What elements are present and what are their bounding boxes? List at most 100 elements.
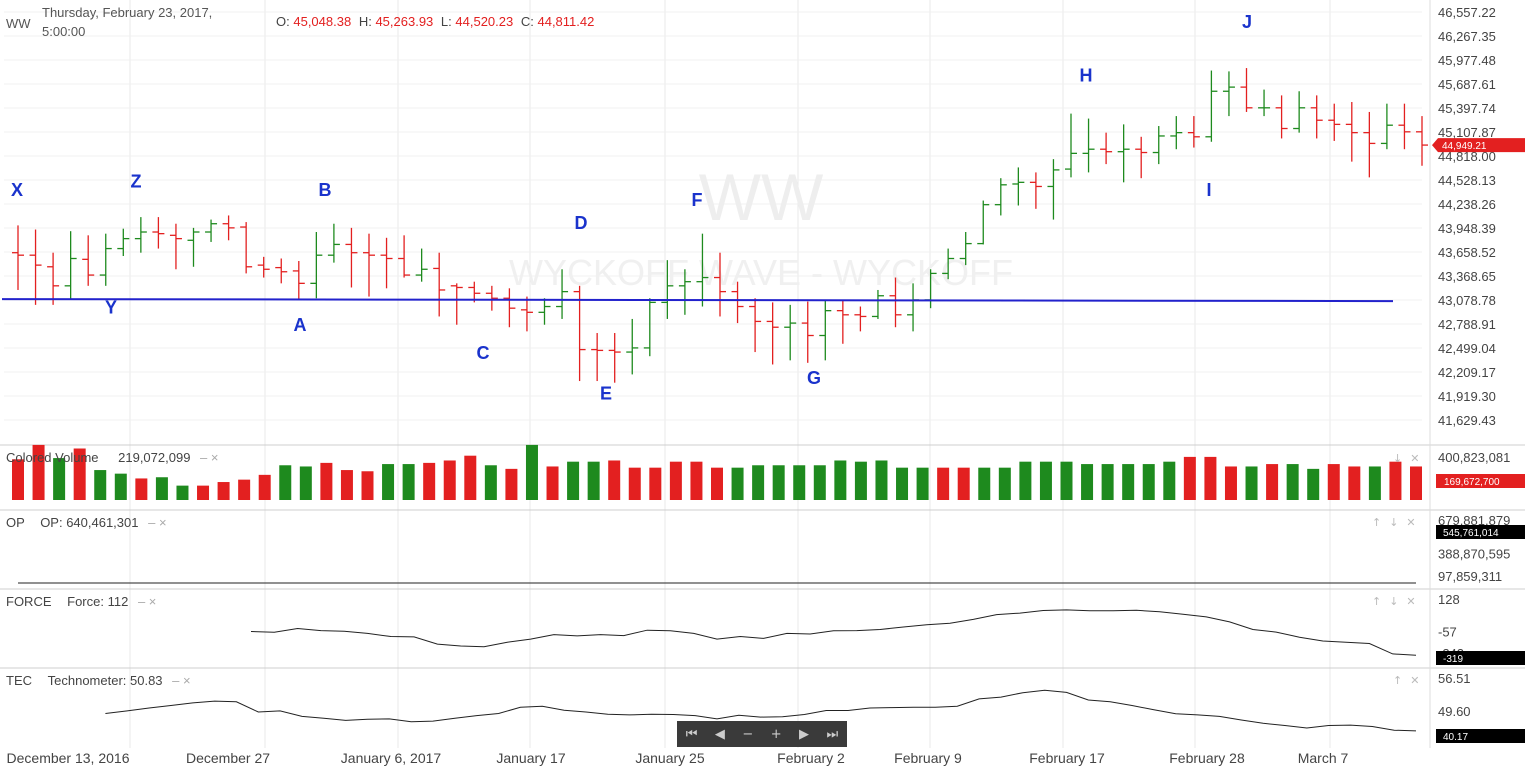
price-bar <box>977 200 990 245</box>
price-bar <box>240 222 253 274</box>
volume-bar <box>197 485 210 500</box>
volume-bar <box>155 477 168 500</box>
tec-axis-label: 49.60 <box>1438 704 1471 719</box>
tec-current-label: 40.17 <box>1443 732 1468 743</box>
volume-axis-label: 400,823,081 <box>1438 450 1510 465</box>
volume-bar <box>1348 466 1361 500</box>
price-tick-label: 43,368.65 <box>1438 269 1496 284</box>
price-bar <box>1029 172 1042 209</box>
watermark-subtitle: WYCKOFF WAVE - WYCKOFF <box>509 252 1013 293</box>
price-bar <box>134 217 147 253</box>
force-panel: 128-57-242-319 <box>250 592 1525 665</box>
price-bar <box>292 260 305 300</box>
volume-current-label: 169,672,700 <box>1444 477 1500 488</box>
first-icon[interactable]: ⏮ <box>685 726 698 742</box>
volume-bar <box>505 468 518 500</box>
force-panel-label: FORCE Force: 112 – × <box>6 594 156 609</box>
price-bar <box>801 301 814 363</box>
price-tick-label: 42,209.17 <box>1438 365 1496 380</box>
force-controls[interactable]: ↑↓✕ <box>1372 595 1424 608</box>
tec-close-icon[interactable]: – × <box>172 673 191 688</box>
volume-current-tag <box>1436 474 1525 488</box>
volume-bar <box>73 448 86 500</box>
price-bar <box>327 223 340 263</box>
prev-icon[interactable]: ◀ <box>714 726 725 742</box>
price-bar <box>661 260 674 319</box>
time-tick-label: March 7 <box>1298 750 1349 766</box>
price-bar <box>152 217 165 249</box>
price-bar <box>784 304 797 361</box>
price-tick-label: 44,528.13 <box>1438 173 1496 188</box>
price-bar <box>433 252 446 317</box>
wave-label-c: C <box>477 343 490 363</box>
price-bar <box>169 223 182 270</box>
volume-bar <box>114 473 127 500</box>
tec-line <box>105 689 1417 732</box>
time-label: 5:00:00 <box>42 24 86 39</box>
op-controls[interactable]: ↑↓✕ <box>1372 516 1424 529</box>
date-label: Thursday, February 23, 2017, <box>42 5 213 20</box>
volume-bar <box>258 474 271 500</box>
price-bar <box>1363 111 1376 178</box>
zoom-out-icon[interactable]: − <box>742 726 754 742</box>
ohlc-readout: O: 45,048.38 H: 45,263.93 L: 44,520.23 C… <box>276 14 598 29</box>
price-bar <box>871 289 884 319</box>
volume-bar <box>772 465 785 500</box>
price-bar <box>450 283 463 325</box>
price-bar <box>1012 167 1025 206</box>
volume-bar <box>402 464 415 500</box>
price-tick-label: 43,078.78 <box>1438 293 1496 308</box>
op-axis-label: 679,881,879 <box>1438 513 1510 528</box>
force-close-icon[interactable]: – × <box>137 594 157 609</box>
volume-bar <box>299 466 312 500</box>
watermark: WW WYCKOFF WAVE - WYCKOFF <box>509 160 1013 293</box>
time-axis: December 13, 2016 December 27 January 6, 2… <box>7 750 1349 766</box>
wave-label-g: G <box>807 368 821 388</box>
price-bar <box>485 285 498 311</box>
time-tick-label: January 17 <box>496 750 565 766</box>
next-icon[interactable]: ▶ <box>799 726 810 742</box>
price-tick-label: 43,658.52 <box>1438 245 1496 260</box>
price-axis: 46,557.22 46,267.35 45,977.48 45,687.61 45,3… <box>1432 5 1525 428</box>
volume-bar <box>94 470 107 500</box>
price-bar <box>503 288 516 328</box>
price-tick-label: 41,919.30 <box>1438 389 1496 404</box>
last-icon[interactable]: ⏭ <box>826 726 839 742</box>
volume-bar <box>546 466 559 500</box>
volume-bar <box>608 460 621 500</box>
zoom-in-icon[interactable]: + <box>770 726 782 742</box>
force-axis-label: -57 <box>1438 625 1457 640</box>
price-bar <box>1222 71 1235 117</box>
price-bar <box>82 235 95 286</box>
price-bar <box>1380 103 1393 150</box>
price-bar <box>1117 124 1130 183</box>
price-bar <box>1065 113 1077 178</box>
time-tick-label: February 2 <box>777 750 845 766</box>
low-value: 44,520.23 <box>455 14 514 29</box>
current-price-label: 44,949.21 <box>1442 141 1487 152</box>
wave-label-f: F <box>692 190 703 210</box>
volume-bar <box>320 462 333 500</box>
price-tick-label: 46,267.35 <box>1438 29 1496 44</box>
volume-bar <box>1224 466 1237 500</box>
volume-close-icon[interactable]: – × <box>200 450 219 465</box>
volume-bar <box>1204 456 1217 500</box>
volume-controls[interactable]: ↓✕ <box>1393 452 1428 465</box>
volume-bar <box>978 467 991 500</box>
tec-controls[interactable]: ↑✕ <box>1393 674 1428 687</box>
wave-label-h: H <box>1080 66 1093 86</box>
price-tick-label: 42,788.91 <box>1438 317 1496 332</box>
volume-bar <box>176 485 189 500</box>
price-bar <box>29 229 42 305</box>
force-title: Force: 112 <box>67 594 129 609</box>
volume-bar <box>998 467 1011 500</box>
tec-title: Technometer: 50.83 <box>47 673 163 688</box>
time-tick-label: February 9 <box>894 750 962 766</box>
op-close-icon[interactable]: – × <box>148 515 167 530</box>
time-tick-label: February 17 <box>1029 750 1105 766</box>
price-bar <box>942 248 955 280</box>
op-current-tag <box>1436 525 1525 539</box>
volume-bar <box>813 465 826 500</box>
price-bar <box>47 252 60 305</box>
price-bar <box>1152 126 1165 165</box>
